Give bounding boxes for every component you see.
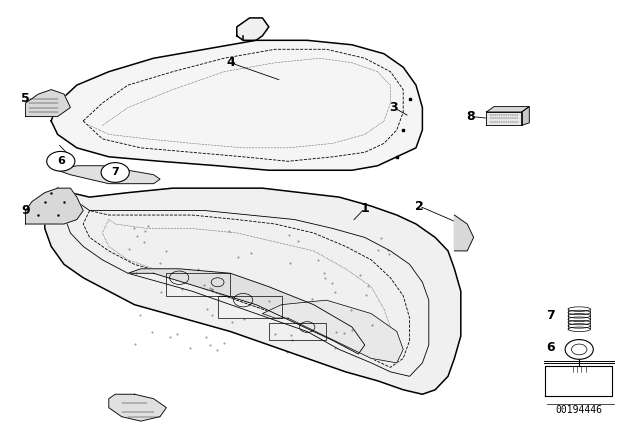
Polygon shape bbox=[58, 166, 160, 184]
Text: 1: 1 bbox=[360, 202, 369, 215]
Polygon shape bbox=[486, 107, 529, 112]
Polygon shape bbox=[545, 366, 612, 396]
Text: 8: 8 bbox=[466, 110, 475, 123]
Polygon shape bbox=[26, 90, 70, 116]
Polygon shape bbox=[26, 188, 83, 224]
Text: 9: 9 bbox=[21, 204, 30, 217]
Bar bbox=[166, 273, 230, 296]
Text: 7: 7 bbox=[111, 168, 119, 177]
Polygon shape bbox=[51, 40, 422, 170]
Text: 6: 6 bbox=[57, 156, 65, 166]
Polygon shape bbox=[237, 18, 269, 40]
Circle shape bbox=[47, 151, 75, 171]
Polygon shape bbox=[522, 107, 529, 125]
Text: 7: 7 bbox=[546, 309, 555, 323]
Polygon shape bbox=[486, 112, 522, 125]
Polygon shape bbox=[128, 269, 365, 354]
Polygon shape bbox=[45, 188, 461, 394]
Circle shape bbox=[101, 163, 129, 182]
Text: 3: 3 bbox=[389, 101, 398, 114]
Bar bbox=[218, 296, 282, 318]
Bar bbox=[269, 323, 326, 340]
Text: 00194446: 00194446 bbox=[556, 405, 603, 415]
Text: 6: 6 bbox=[546, 340, 555, 354]
Polygon shape bbox=[262, 300, 403, 363]
Polygon shape bbox=[454, 215, 474, 251]
Polygon shape bbox=[109, 394, 166, 421]
Text: 5: 5 bbox=[21, 92, 30, 105]
Text: 4: 4 bbox=[226, 56, 235, 69]
Text: 2: 2 bbox=[415, 199, 424, 213]
